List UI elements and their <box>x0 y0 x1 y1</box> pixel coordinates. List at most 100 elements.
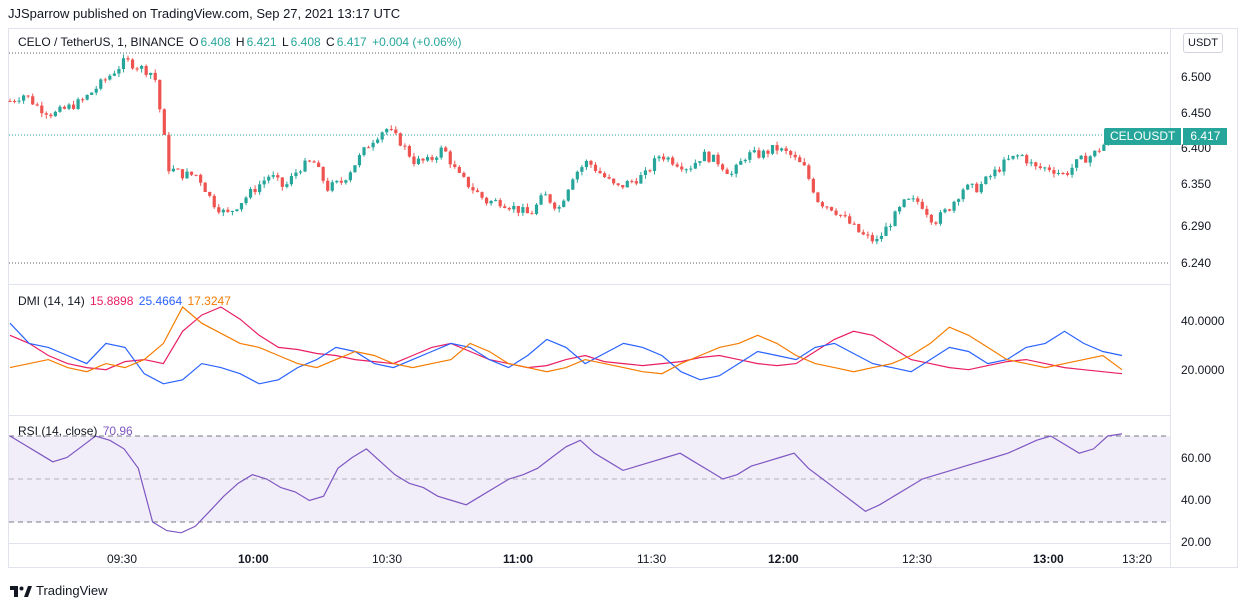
currency-button[interactable]: USDT <box>1183 33 1223 53</box>
candle-body <box>248 188 253 198</box>
tradingview-logo[interactable]: TradingView <box>10 583 108 598</box>
candle-body <box>784 148 788 152</box>
candle-body <box>598 170 602 174</box>
candle-body <box>997 169 1002 172</box>
candle-body <box>834 210 838 215</box>
candle-body <box>861 232 865 235</box>
candle-body <box>1097 150 1101 152</box>
candle-body <box>62 106 67 109</box>
candle-body <box>984 176 988 184</box>
candle-body <box>453 164 457 168</box>
candle-body <box>67 104 71 109</box>
candle-body <box>875 238 879 242</box>
dmi-line-blue <box>9 322 1123 385</box>
candle-body <box>1052 170 1056 174</box>
candle-body <box>484 197 489 204</box>
candle-body <box>471 187 475 191</box>
candle-body <box>562 200 566 208</box>
candle-body <box>848 216 852 224</box>
ohlc-h-label: H <box>235 35 245 49</box>
rsi-value: 70.96 <box>102 424 133 438</box>
rsi-legend[interactable]: RSI (14, close) 70.96 <box>18 424 135 438</box>
candlestick-series <box>8 54 1124 245</box>
candle-body <box>938 212 943 224</box>
candle-body <box>498 200 502 207</box>
candle-body <box>512 205 516 210</box>
candle-body <box>271 175 275 177</box>
last-price-tag: CELOUSDT 6.417 <box>1104 128 1228 145</box>
price-tick: 6.350 <box>1181 177 1211 191</box>
candle-body <box>947 209 952 211</box>
candle-body <box>1075 159 1079 168</box>
candle-body <box>58 106 62 112</box>
price-tick: 6.290 <box>1181 219 1211 233</box>
candle-body <box>235 209 239 211</box>
rsi-label[interactable]: RSI (14, close) <box>18 424 98 438</box>
candle-body <box>648 170 652 172</box>
candle-body <box>1088 156 1092 163</box>
candle-body <box>385 129 389 133</box>
candle-body <box>825 206 829 208</box>
candle-body <box>194 174 198 176</box>
candle-body <box>22 95 26 101</box>
candle-body <box>543 194 548 196</box>
candle-body <box>829 206 834 211</box>
candle-body <box>507 208 511 210</box>
candle-body <box>416 158 421 164</box>
candle-body <box>421 158 425 161</box>
candle-body <box>462 172 466 177</box>
ohlc-c-label: C <box>326 35 335 49</box>
rsi-series <box>9 433 1123 534</box>
pane-separator-rsi[interactable] <box>8 415 1170 416</box>
candle-body <box>258 184 262 193</box>
candle-body <box>17 100 21 102</box>
candle-body <box>689 168 693 170</box>
candle-body <box>103 79 107 81</box>
candle-body <box>843 215 847 217</box>
candle-body <box>362 147 366 156</box>
candle-body <box>961 189 965 200</box>
candle-body <box>489 200 493 204</box>
candle-body <box>643 170 648 175</box>
candle-body <box>76 99 80 109</box>
candle-body <box>303 160 307 172</box>
pane-separator-dmi[interactable] <box>8 284 1170 285</box>
time-tick: 12:00 <box>768 552 799 566</box>
price-tag-value: 6.417 <box>1183 128 1228 145</box>
candle-body <box>779 148 784 151</box>
dmi-value-2: 25.4664 <box>138 294 183 308</box>
candle-body <box>711 154 716 162</box>
time-tick: 09:30 <box>107 552 137 566</box>
candle-body <box>371 142 375 148</box>
candle-body <box>1079 155 1083 160</box>
candle-body <box>666 157 670 160</box>
dmi-label[interactable]: DMI (14, 14) <box>18 294 85 308</box>
symbol-label[interactable]: CELO / TetherUS, 1, BINANCE <box>18 35 184 49</box>
candle-body <box>539 195 543 205</box>
candle-body <box>571 179 575 190</box>
candle-body <box>1070 167 1074 175</box>
candle-body <box>775 145 779 151</box>
chart-frame <box>8 28 1238 568</box>
candle-body <box>348 172 353 181</box>
candle-body <box>276 175 280 178</box>
candle-body <box>793 154 797 158</box>
candle-body <box>634 181 638 184</box>
candle-body <box>907 198 911 200</box>
candle-body <box>1025 155 1029 164</box>
candle-body <box>226 209 230 212</box>
time-tick: 13:20 <box>1122 552 1152 566</box>
candle-body <box>12 101 17 103</box>
candle-body <box>425 157 430 161</box>
candle-body <box>770 145 775 154</box>
candle-body <box>475 190 480 193</box>
dmi-legend[interactable]: DMI (14, 14) 15.8898 25.4664 17.3247 <box>18 294 233 308</box>
candle-body <box>140 65 144 69</box>
main-legend[interactable]: CELO / TetherUS, 1, BINANCE O 6.408 H 6.42… <box>18 35 463 49</box>
candle-body <box>294 172 298 177</box>
candle-body <box>1065 173 1070 175</box>
dmi-value-1: 15.8898 <box>90 294 134 308</box>
candle-body <box>330 182 334 191</box>
candle-body <box>217 207 221 213</box>
